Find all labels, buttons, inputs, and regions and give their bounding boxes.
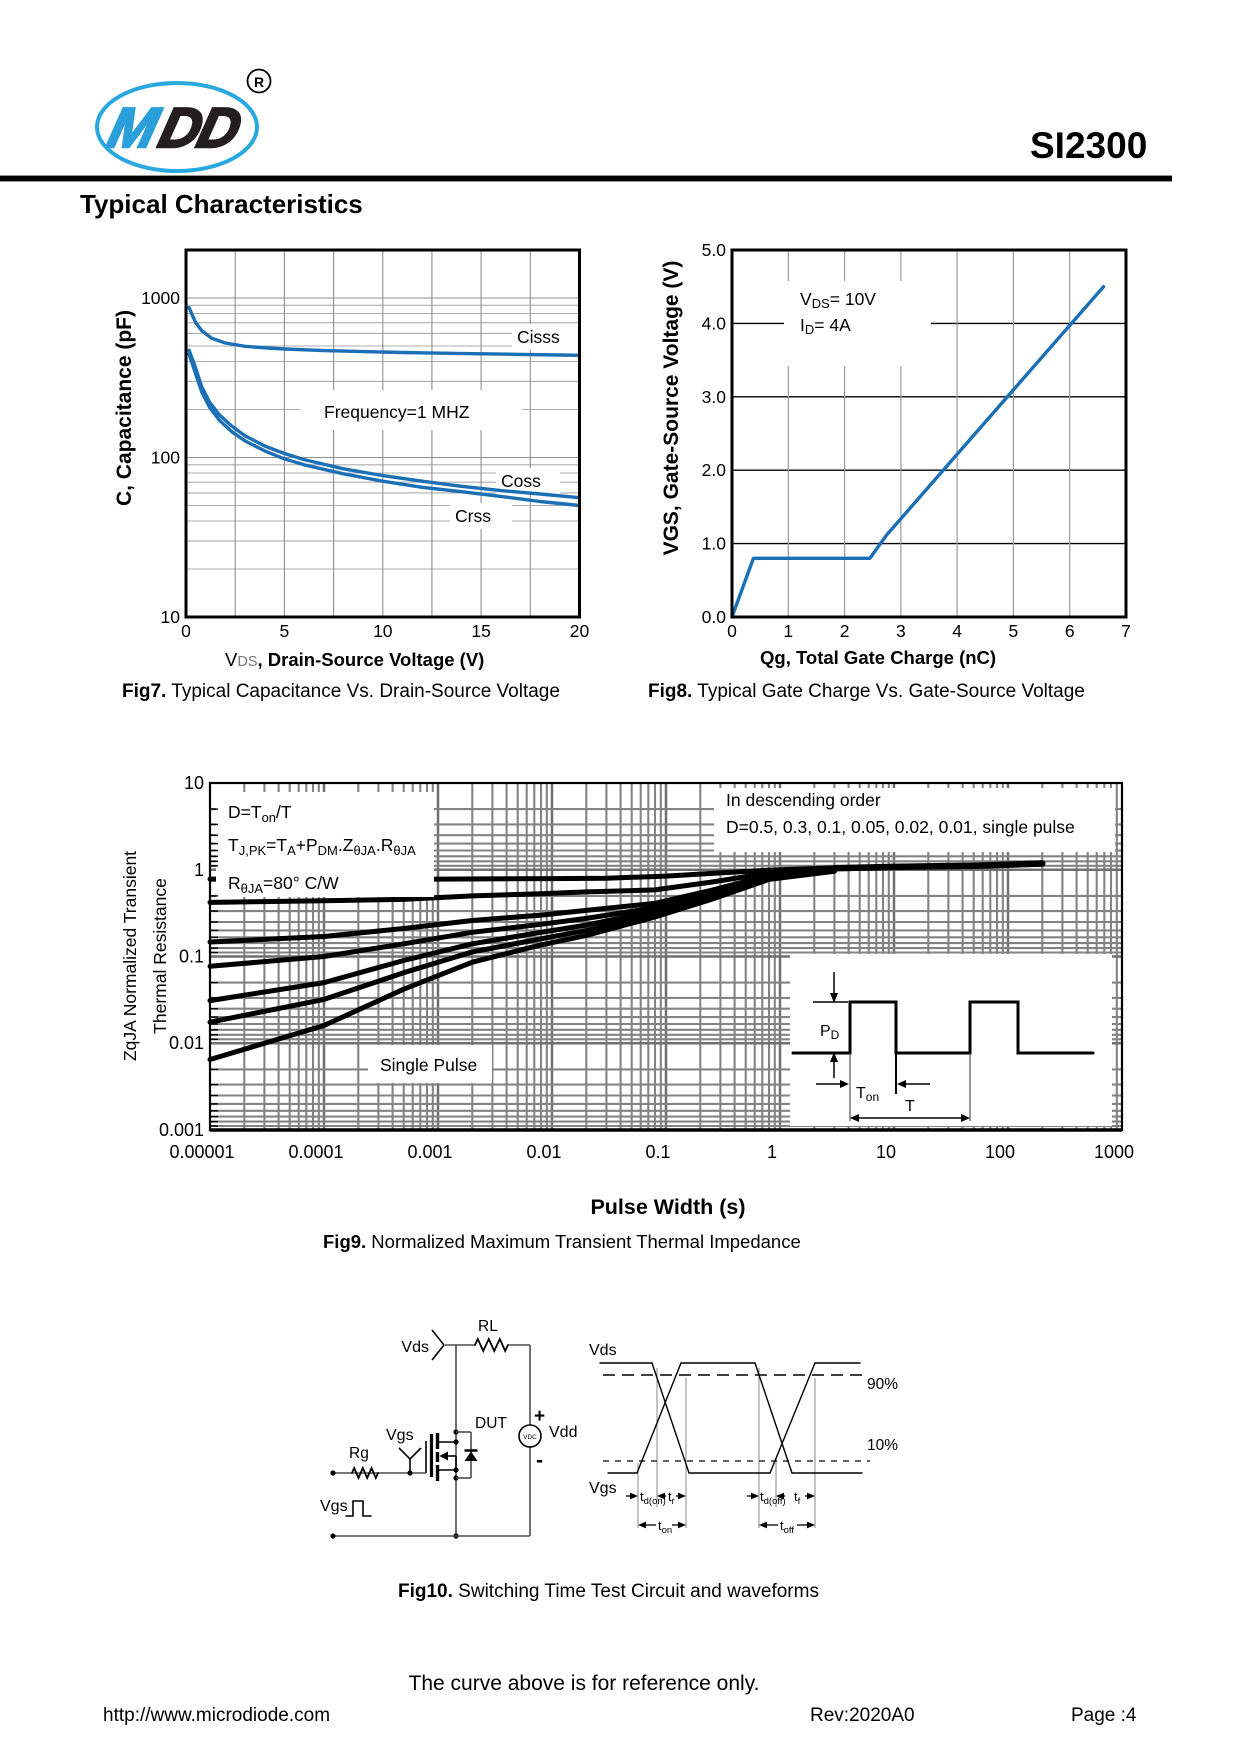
svg-text:10%: 10% [867, 1437, 898, 1454]
svg-text:Vgs: Vgs [320, 1498, 348, 1515]
svg-text:VDS, Drain-Source Voltage (V): VDS, Drain-Source Voltage (V) [225, 649, 484, 670]
svg-text:PD: PD [820, 1023, 840, 1042]
svg-text:The curve above is for referen: The curve above is for reference only. [409, 1672, 760, 1695]
svg-text:7: 7 [1121, 621, 1131, 641]
svg-text:Fig10. Switching Time Test Cir: Fig10. Switching Time Test Circuit and w… [398, 1581, 819, 1602]
svg-text:In descending order: In descending order [726, 790, 881, 810]
svg-text:Vgs: Vgs [589, 1480, 617, 1497]
svg-text:4: 4 [952, 621, 962, 641]
svg-text:10: 10 [876, 1142, 896, 1162]
svg-text:1: 1 [767, 1142, 777, 1162]
svg-text:3: 3 [896, 621, 906, 641]
svg-text:Fig8. Typical Gate Charge Vs.: Fig8. Typical Gate Charge Vs. Gate-Sourc… [648, 681, 1085, 702]
svg-text:Fig9. Normalized Maximum Trans: Fig9. Normalized Maximum Transient Therm… [323, 1231, 801, 1252]
svg-text:0.01: 0.01 [169, 1033, 204, 1053]
svg-text:Vdd: Vdd [549, 1424, 577, 1441]
svg-text:R: R [254, 74, 264, 90]
svg-text:Pulse Width (s): Pulse Width (s) [590, 1195, 745, 1219]
svg-text:Vds: Vds [401, 1339, 429, 1356]
svg-text:Fig7. Typical Capacitance Vs.: Fig7. Typical Capacitance Vs. Drain-Sour… [122, 681, 560, 702]
svg-text:toff: toff [780, 1518, 794, 1536]
svg-text:10: 10 [373, 621, 393, 641]
svg-text:ton: ton [658, 1518, 672, 1536]
svg-text:Vds: Vds [589, 1342, 617, 1359]
svg-text:1: 1 [783, 621, 793, 641]
svg-text:tr: tr [668, 1489, 675, 1507]
svg-text:DUT: DUT [475, 1415, 507, 1432]
svg-text:0.0: 0.0 [702, 607, 727, 627]
svg-text:4.0: 4.0 [702, 313, 727, 333]
svg-text:3.0: 3.0 [702, 387, 727, 407]
svg-text:D=0.5, 0.3, 0.1, 0.05, 0.02, 0: D=0.5, 0.3, 0.1, 0.05, 0.02, 0.01, singl… [726, 817, 1075, 837]
svg-text:SI2300: SI2300 [1030, 125, 1147, 166]
svg-text:100: 100 [151, 448, 180, 468]
svg-text:Thermal Resistance: Thermal Resistance [150, 878, 170, 1034]
svg-text:Ton: Ton [856, 1085, 879, 1104]
svg-text:http://www.microdiode.com: http://www.microdiode.com [103, 1705, 330, 1726]
svg-text:-: - [536, 1449, 543, 1472]
svg-text:T: T [905, 1098, 915, 1115]
svg-text:Coss: Coss [501, 471, 541, 491]
svg-text:Vgs: Vgs [386, 1427, 414, 1444]
svg-text:Qg, Total Gate Charge (nC): Qg, Total Gate Charge (nC) [760, 647, 996, 668]
svg-text:1000: 1000 [141, 288, 180, 308]
svg-text:0: 0 [181, 621, 191, 641]
svg-text:D=Ton/T: D=Ton/T [228, 802, 292, 825]
svg-text:Page :4: Page :4 [1071, 1705, 1137, 1726]
svg-text:1000: 1000 [1094, 1142, 1134, 1162]
svg-text:RL: RL [478, 1318, 498, 1335]
svg-text:6: 6 [1065, 621, 1075, 641]
svg-text:Typical Characteristics: Typical Characteristics [80, 189, 363, 219]
svg-text:VDS= 10V: VDS= 10V [800, 289, 876, 311]
svg-text:2: 2 [840, 621, 850, 641]
svg-text:1.0: 1.0 [702, 534, 727, 554]
svg-text:10: 10 [184, 773, 204, 793]
svg-text:+: + [534, 1406, 545, 1427]
svg-text:5: 5 [1009, 621, 1019, 641]
svg-text:1: 1 [194, 860, 204, 880]
svg-text:Cisss: Cisss [517, 327, 560, 347]
svg-text:Crss: Crss [455, 506, 491, 526]
svg-text:VDC: VDC [523, 1434, 537, 1441]
svg-text:0.0001: 0.0001 [288, 1142, 343, 1162]
svg-text:0.1: 0.1 [645, 1142, 670, 1162]
svg-text:15: 15 [471, 621, 490, 641]
svg-text:0: 0 [727, 621, 737, 641]
svg-text:0.001: 0.001 [159, 1120, 204, 1140]
svg-text:2.0: 2.0 [702, 460, 727, 480]
svg-text:Single Pulse: Single Pulse [380, 1055, 477, 1075]
svg-text:100: 100 [985, 1142, 1015, 1162]
svg-text:0.00001: 0.00001 [169, 1142, 234, 1162]
svg-text:5.0: 5.0 [702, 240, 727, 260]
svg-text:C, Capacitance (pF): C, Capacitance (pF) [113, 310, 136, 506]
svg-text:0.1: 0.1 [179, 947, 204, 967]
svg-text:tf: tf [794, 1489, 801, 1507]
svg-text:Frequency=1 MHZ: Frequency=1 MHZ [324, 402, 470, 422]
svg-text:20: 20 [570, 621, 590, 641]
svg-text:5: 5 [280, 621, 290, 641]
svg-text:Rg: Rg [349, 1445, 369, 1462]
svg-text:0.001: 0.001 [407, 1142, 452, 1162]
svg-text:0.01: 0.01 [526, 1142, 561, 1162]
svg-text:90%: 90% [867, 1376, 898, 1393]
svg-text:Rev:2020A0: Rev:2020A0 [810, 1705, 915, 1726]
svg-text:10: 10 [161, 607, 181, 627]
svg-text:DD: DD [153, 98, 246, 160]
svg-text:ZqJA Normalized Transient: ZqJA Normalized Transient [120, 851, 140, 1061]
svg-text:VGS, Gate-Source Voltage (V): VGS, Gate-Source Voltage (V) [660, 261, 683, 556]
